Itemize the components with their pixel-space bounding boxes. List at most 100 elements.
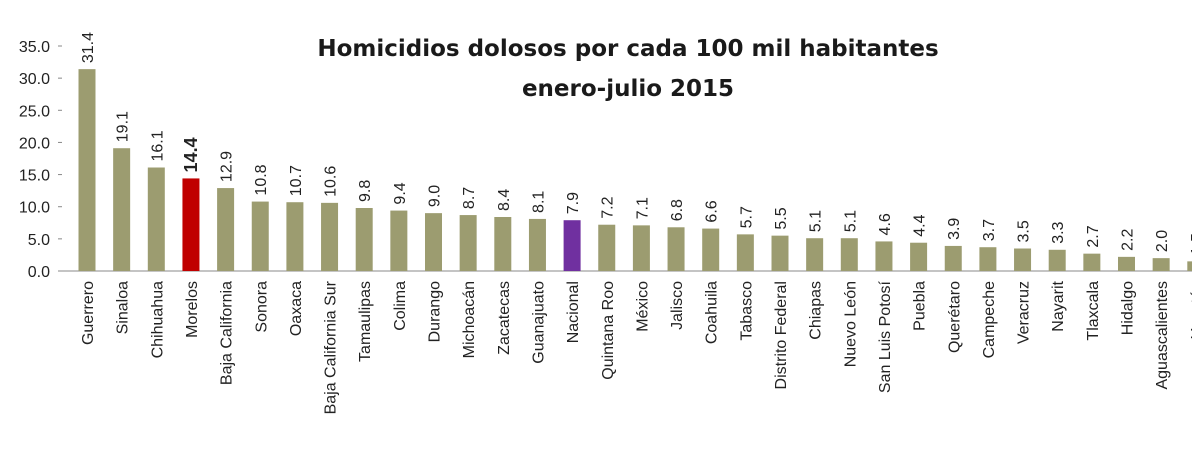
- x-tick-label: Baja California Sur: [323, 280, 340, 414]
- x-tick-label: Guanajuato: [530, 281, 547, 364]
- bar: [771, 235, 789, 271]
- value-label: 8.7: [461, 187, 478, 209]
- bar: [1118, 256, 1135, 271]
- bar: [78, 69, 96, 272]
- value-label: 4.4: [912, 214, 929, 236]
- bar: [910, 242, 928, 271]
- value-label: 7.2: [600, 196, 617, 218]
- bar: [1083, 253, 1101, 271]
- value-label: 31.4: [80, 32, 97, 63]
- x-tick-label: Chiapas: [808, 281, 825, 340]
- x-tick-label: Coahuila: [704, 281, 721, 344]
- bar: [1014, 248, 1032, 271]
- bar: [251, 201, 269, 271]
- value-label: 14.4: [181, 137, 201, 172]
- value-label: 3.5: [1016, 220, 1033, 242]
- value-label: 3.7: [981, 219, 998, 241]
- x-tick-label: Morelos: [184, 281, 201, 338]
- y-tick-label: 35.0: [19, 39, 50, 56]
- x-tick-label: México: [634, 281, 651, 332]
- bar: [425, 213, 442, 271]
- x-tick-label: Jalisco: [669, 281, 686, 330]
- bar: [390, 210, 408, 271]
- value-label: 2.7: [1085, 225, 1102, 247]
- x-tick-label: Tamaulipas: [357, 281, 374, 362]
- bar: [875, 241, 893, 271]
- bar: [1048, 249, 1066, 271]
- value-label: 3.9: [946, 218, 963, 240]
- bar: [113, 148, 131, 271]
- value-label: 10.7: [288, 165, 305, 196]
- bar: [321, 202, 339, 271]
- value-label: 2.0: [1154, 230, 1171, 252]
- value-label: 8.1: [530, 191, 547, 213]
- x-tick-label: Distrito Federal: [773, 281, 790, 389]
- x-tick-label: Puebla: [912, 281, 929, 331]
- x-tick-label: Campeche: [981, 281, 998, 358]
- x-tick-label: Guerrero: [80, 281, 97, 345]
- y-tick-label: 15.0: [19, 168, 50, 185]
- value-label: 4.6: [877, 213, 894, 235]
- bar: [667, 227, 685, 271]
- bar: [563, 220, 581, 271]
- x-tick-label: Durango: [427, 281, 444, 342]
- bar: [944, 245, 962, 271]
- bar: [806, 238, 824, 271]
- x-tick-label: Veracruz: [1016, 281, 1033, 344]
- bar: [286, 202, 304, 271]
- bar: [217, 188, 235, 271]
- bar: [736, 234, 754, 271]
- bar: [494, 217, 512, 271]
- bar: [702, 228, 720, 271]
- value-label: 10.6: [323, 166, 340, 197]
- value-label: 10.8: [253, 164, 270, 195]
- chart-subtitle: enero-julio 2015: [522, 76, 734, 102]
- x-tick-label: Baja California: [219, 281, 236, 385]
- y-tick-label: 5.0: [28, 232, 50, 249]
- y-tick-label: 10.0: [19, 200, 50, 217]
- x-tick-label: San Luis Potosí: [877, 280, 894, 393]
- value-label: 3.3: [1050, 221, 1067, 243]
- value-label: 16.1: [149, 130, 166, 161]
- value-label: 9.4: [392, 182, 409, 204]
- value-label: 5.1: [808, 210, 825, 232]
- x-tick-label: Sinaloa: [115, 281, 132, 334]
- x-tick-label: Sonora: [253, 281, 270, 333]
- value-label: 2.2: [1120, 229, 1137, 251]
- value-label: 8.4: [496, 189, 513, 211]
- bar: [598, 224, 616, 271]
- bar: [979, 247, 997, 271]
- bar: [355, 208, 373, 271]
- y-tick-label: 25.0: [19, 103, 50, 120]
- x-tick-label: Hidalgo: [1120, 281, 1137, 335]
- y-tick-label: 0.0: [28, 264, 50, 281]
- value-label: 5.7: [738, 206, 755, 228]
- value-label: 5.1: [842, 210, 859, 232]
- bar: [1187, 261, 1192, 271]
- x-tick-label: Michoacán: [461, 281, 478, 358]
- chart-title: Homicidios dolosos por cada 100 mil habi…: [317, 36, 938, 62]
- x-tick-label: Chihuahua: [149, 281, 166, 359]
- bar: [840, 238, 858, 271]
- x-tick-label: Quintana Roo: [600, 281, 617, 380]
- bar: [459, 215, 477, 271]
- value-label: 9.8: [357, 180, 374, 202]
- value-label: 7.9: [565, 192, 582, 214]
- value-label: 12.9: [219, 151, 236, 182]
- y-tick-label: 30.0: [19, 71, 50, 88]
- y-tick-label: 20.0: [19, 135, 50, 152]
- value-label: 6.8: [669, 199, 686, 221]
- x-tick-label: Nacional: [565, 281, 582, 343]
- value-label: 7.1: [634, 197, 651, 219]
- value-label: 5.5: [773, 207, 790, 229]
- x-tick-label: Tabasco: [738, 281, 755, 341]
- x-tick-label: Tlaxcala: [1085, 281, 1102, 341]
- x-tick-label: Aguascalientes: [1154, 281, 1171, 390]
- bar: [147, 167, 165, 271]
- bar: [182, 178, 200, 271]
- value-label: 1.5: [1189, 233, 1192, 255]
- x-tick-label: Querétaro: [946, 281, 963, 353]
- bar: [528, 218, 546, 271]
- x-tick-label: Colima: [392, 281, 409, 331]
